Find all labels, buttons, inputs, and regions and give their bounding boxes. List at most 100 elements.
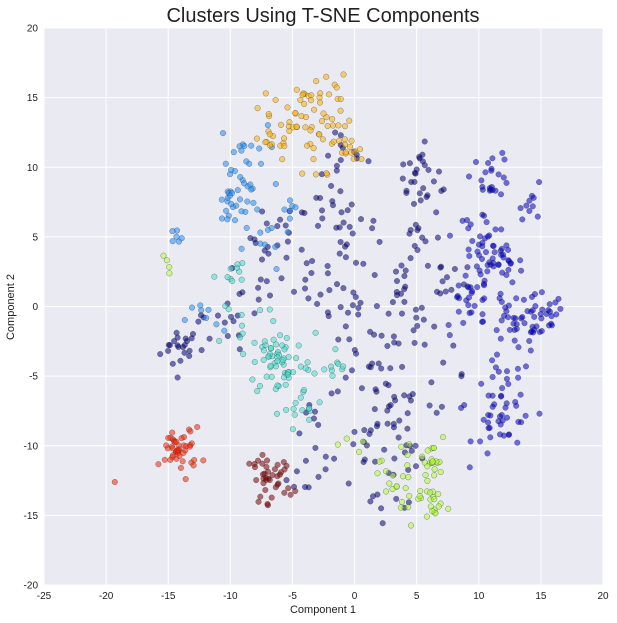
scatter-point — [265, 250, 272, 257]
scatter-point — [286, 215, 293, 222]
scatter-point — [198, 347, 205, 354]
scatter-point — [293, 468, 300, 475]
scatter-point — [218, 215, 226, 222]
scatter-point — [281, 346, 288, 353]
scatter-point — [376, 238, 383, 245]
scatter-point — [442, 288, 449, 295]
scatter-point — [216, 337, 223, 344]
scatter-point — [402, 283, 409, 290]
scatter-point — [536, 179, 543, 186]
scatter-point — [392, 268, 400, 275]
scatter-point — [502, 304, 509, 311]
scatter-point — [357, 299, 364, 306]
scatter-point — [248, 142, 255, 149]
scatter-point — [337, 156, 344, 164]
scatter-point — [391, 455, 398, 462]
scatter-point — [481, 282, 488, 289]
scatter-point — [350, 155, 357, 162]
scatter-point — [520, 296, 527, 303]
scatter-point — [484, 268, 491, 275]
scatter-point — [175, 238, 182, 245]
scatter-point — [451, 265, 458, 273]
scatter-point — [308, 97, 315, 104]
scatter-point — [271, 466, 278, 473]
scatter-point — [501, 156, 508, 163]
scatter-point — [522, 412, 529, 419]
scatter-point — [257, 229, 264, 236]
scatter-point — [310, 145, 317, 152]
scatter-point — [485, 419, 492, 426]
scatter-point — [257, 493, 264, 500]
scatter-point — [297, 363, 304, 370]
scatter-point — [355, 311, 362, 318]
scatter-point — [497, 335, 504, 342]
scatter-point — [486, 185, 493, 192]
scatter-point — [431, 466, 438, 473]
scatter-point — [413, 166, 420, 173]
scatter-point — [264, 457, 271, 464]
scatter-point — [329, 372, 336, 379]
scatter-point — [467, 221, 474, 228]
scatter-point — [497, 290, 504, 297]
scatter-point — [479, 239, 486, 246]
scatter-point — [186, 352, 193, 360]
scatter-point — [419, 234, 426, 241]
scatter-point — [317, 291, 324, 298]
scatter-point — [401, 298, 408, 305]
scatter-point — [446, 232, 454, 239]
scatter-point — [256, 145, 263, 152]
scatter-point — [509, 279, 516, 286]
scatter-point — [344, 309, 352, 316]
scatter-point — [165, 347, 172, 354]
scatter-point — [333, 167, 340, 174]
scatter-point — [393, 483, 400, 490]
y-tick-label: 20 — [27, 24, 39, 35]
scatter-point — [482, 169, 489, 176]
scatter-point — [292, 399, 299, 406]
scatter-point — [492, 364, 499, 371]
scatter-point — [433, 409, 440, 416]
scatter-point — [174, 447, 181, 454]
scatter-point — [224, 274, 231, 281]
y-tick-label: -20 — [24, 581, 39, 592]
scatter-point — [495, 171, 502, 178]
scatter-point — [450, 342, 457, 349]
scatter-point — [325, 313, 332, 320]
scatter-point — [476, 233, 484, 240]
scatter-point — [398, 310, 406, 317]
scatter-point — [536, 410, 543, 417]
scatter-point — [349, 230, 356, 237]
scatter-point — [491, 249, 498, 256]
scatter-point — [407, 255, 414, 262]
scatter-point — [378, 505, 385, 512]
scatter-point — [281, 135, 288, 142]
scatter-point — [359, 438, 367, 445]
scatter-point — [317, 90, 324, 97]
scatter-point — [157, 351, 164, 358]
scatter-point — [527, 347, 534, 354]
scatter-point — [268, 373, 275, 380]
scatter-point — [521, 320, 528, 327]
scatter-point — [424, 463, 431, 470]
scatter-point — [499, 269, 506, 276]
scatter-point — [522, 363, 530, 370]
scatter-point — [264, 122, 271, 129]
scatter-point — [445, 505, 452, 512]
scatter-point — [279, 156, 286, 163]
scatter-point — [455, 282, 462, 289]
scatter-point — [474, 248, 481, 255]
scatter-point — [528, 192, 536, 199]
scatter-point — [163, 442, 170, 449]
scatter-point — [389, 486, 396, 493]
scatter-point — [253, 135, 260, 142]
scatter-point — [486, 424, 493, 431]
scatter-point — [357, 216, 365, 223]
scatter-point — [223, 207, 230, 214]
scatter-point — [373, 303, 380, 310]
scatter-point — [166, 264, 173, 271]
scatter-point — [340, 71, 347, 78]
y-axis-label: Component 2 — [5, 274, 17, 340]
scatter-point — [262, 486, 269, 494]
scatter-point — [281, 489, 288, 496]
scatter-point — [330, 138, 337, 145]
